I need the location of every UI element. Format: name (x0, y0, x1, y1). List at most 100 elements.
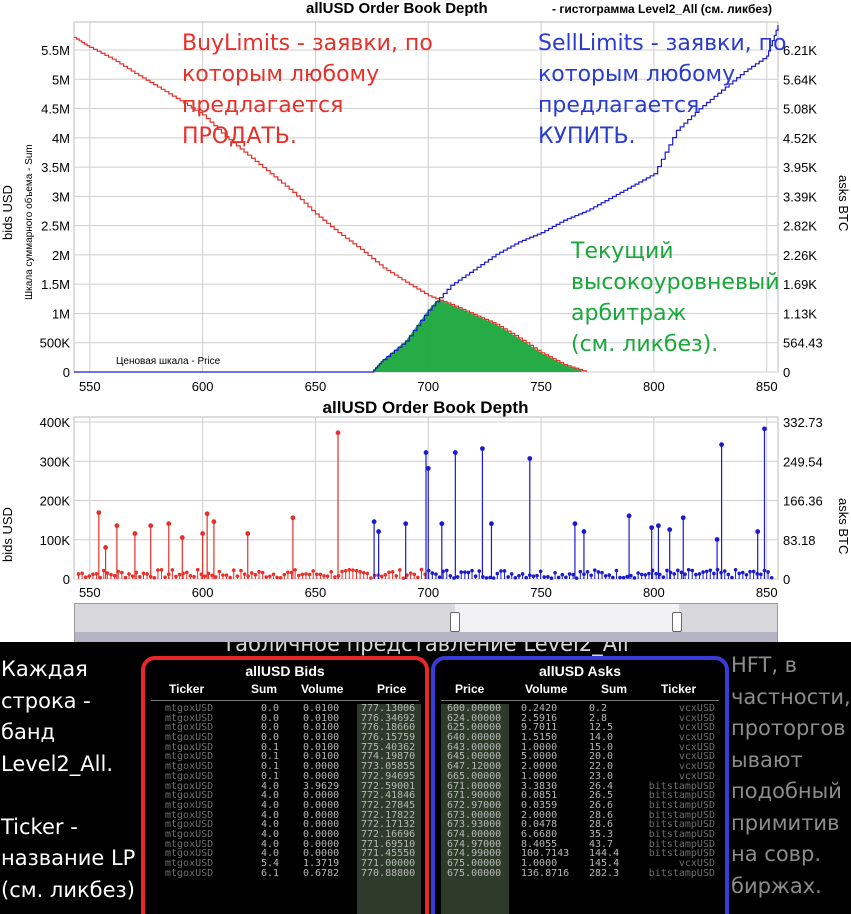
asks-table-row[interactable]: 645.00000 5.0000 20.0 vcxUSD (441, 752, 719, 762)
level-noise-dot (343, 568, 348, 573)
level-noise-dot (701, 570, 705, 574)
ask-level-point (527, 456, 533, 461)
asks-table-row[interactable]: 625.00000 9.7011 12.5 vcxUSD (441, 723, 719, 733)
bid-level-point (245, 531, 251, 536)
level-noise-dot (105, 571, 110, 575)
asks-cell-ticker: vcxUSD (678, 751, 715, 763)
bids-table-row[interactable]: mtgoxUSD 0.0 0.0100 777.13006 (151, 704, 419, 714)
level-noise-dot (639, 572, 644, 577)
asks-table-row[interactable]: 674.99000 100.7143 144.4 bitstampUSD (441, 849, 719, 859)
level-noise-dot (188, 573, 193, 578)
asks-cell-volume: 3.3830 (521, 780, 558, 792)
bottom-x-tick-label: 700 (417, 585, 439, 600)
ask-level-point (656, 523, 661, 529)
bids-table-row[interactable]: mtgoxUSD 4.0 0.0000 772.27845 (151, 800, 419, 811)
bids-table-row[interactable]: mtgoxUSD 0.0 0.0100 776.15759 (151, 733, 419, 743)
asks-cell-sum: 26.5 (589, 790, 614, 802)
bids-cell-ticker: mtgoxUSD (165, 712, 214, 724)
bids-cell-price: 773.05855 (361, 761, 416, 773)
bids-table-row[interactable]: mtgoxUSD 4.0 0.0000 771.69510 (151, 839, 419, 850)
navigator-left-handle[interactable] (450, 612, 460, 632)
asks-table-row[interactable]: 665.00000 1.0000 23.0 vcxUSD (441, 771, 719, 782)
top-y-tick-label-left: 1M (52, 306, 70, 321)
level-noise-dot (231, 568, 236, 572)
asks-header-price[interactable]: Price (455, 682, 485, 696)
asks-table-row[interactable]: 672.97000 0.0359 26.6 bitstampUSD (441, 799, 719, 811)
asks-table-row[interactable]: 674.00000 6.6680 35.3 bitstampUSD (441, 828, 719, 840)
top-y-tick-label-left: 500K (40, 336, 71, 351)
level-noise-dot (120, 570, 124, 575)
asks-header-volume[interactable]: Volume (525, 682, 568, 696)
bids-table-row[interactable]: mtgoxUSD 4.0 0.0000 771.45550 (151, 849, 419, 859)
bids-table-row[interactable]: mtgoxUSD 0.1 0.0000 773.05855 (151, 762, 419, 772)
asks-cell-price: 625.00000 (447, 722, 502, 734)
top-y-tick-label-right: 3.95K (783, 160, 817, 175)
navigator-right-handle[interactable] (672, 612, 682, 632)
level-noise-dot (253, 572, 258, 577)
bids-cell-price: 771.00000 (361, 858, 416, 869)
bids-cell-price: 774.19870 (361, 751, 416, 763)
level-noise-dot (759, 572, 763, 577)
asks-table-row[interactable]: 640.00000 1.5150 14.0 vcxUSD (441, 733, 719, 743)
bids-table-row[interactable]: mtgoxUSD 4.0 0.0000 772.17132 (151, 820, 419, 830)
asks-cell-sum: 43.7 (589, 838, 614, 850)
bids-table-row[interactable]: mtgoxUSD 0.1 0.0100 775.40362 (151, 742, 419, 753)
ask-level-point (572, 521, 578, 527)
top-y-tick-label-left: 1.5M (41, 277, 70, 292)
bids-table-row[interactable]: mtgoxUSD 5.4 1.3719 771.00000 (151, 859, 419, 869)
asks-cell-price: 675.00000 (447, 867, 502, 879)
level-noise-dot (127, 572, 131, 576)
asks-rows: 600.00000 0.2420 0.2 vcxUSD 624.00000 2.5916 2… (441, 704, 719, 879)
bids-table-row[interactable]: mtgoxUSD 0.1 0.0100 774.19870 (151, 752, 419, 762)
asks-cell-volume: 2.5916 (521, 712, 558, 724)
asks-table-row[interactable]: 673.93000 0.0478 28.6 bitstampUSD (441, 820, 719, 830)
bids-table-row[interactable]: mtgoxUSD 0.0 0.0100 776.18660 (151, 723, 419, 733)
bids-table-row[interactable]: mtgoxUSD 4.0 0.0000 772.16696 (151, 829, 419, 840)
bids-table-row[interactable]: mtgoxUSD 0.0 0.0100 776.34692 (151, 712, 419, 724)
bids-table-row[interactable]: mtgoxUSD 4.0 0.0000 772.17822 (151, 810, 419, 821)
bottom-chart-title: allUSD Order Book Depth (322, 398, 529, 417)
asks-table-row[interactable]: 675.00000 136.8716 282.3 bitstampUSD (441, 867, 719, 879)
asks-cell-ticker: bitstampUSD (648, 780, 715, 792)
bids-table-title: allUSD Bids (245, 663, 325, 679)
bids-table-row[interactable]: mtgoxUSD 4.0 0.0000 772.41846 (151, 791, 419, 801)
asks-table-row[interactable]: 671.00000 3.3830 26.4 bitstampUSD (441, 780, 719, 792)
bids-table-row[interactable]: mtgoxUSD 4.0 3.9629 772.59001 (151, 781, 419, 792)
level-noise-dot (278, 575, 283, 580)
asks-table-row[interactable]: 600.00000 0.2420 0.2 vcxUSD (441, 704, 719, 714)
bids-header-ticker[interactable]: Ticker (169, 682, 205, 696)
asks-table-row[interactable]: 674.97000 8.4055 43.7 bitstampUSD (441, 838, 719, 850)
bids-header-sum[interactable]: Sum (251, 682, 278, 696)
level-noise-dot (369, 576, 373, 580)
bids-header-price[interactable]: Price (377, 682, 407, 696)
asks-table-row[interactable]: 673.00000 2.0000 28.6 bitstampUSD (441, 809, 719, 821)
level-noise-dot (408, 571, 413, 575)
level-noise-dot (170, 568, 175, 572)
asks-table-row[interactable]: 643.00000 1.0000 15.0 vcxUSD (441, 742, 719, 753)
level-noise-dot (358, 569, 362, 574)
level-noise-dot (546, 574, 550, 579)
level-noise-dot (676, 568, 680, 573)
bids-table-row[interactable]: mtgoxUSD 6.1 0.6782 770.88800 (151, 868, 419, 879)
bids-table-row[interactable]: mtgoxUSD 0.1 0.0000 772.94695 (151, 771, 419, 782)
asks-cell-volume: 0.0359 (521, 799, 558, 811)
bottom-left-axis-label: bids USD (0, 507, 15, 562)
asks-table-row[interactable]: 671.90000 0.0851 26.5 bitstampUSD (441, 791, 719, 801)
level-noise-dot (459, 570, 464, 574)
asks-header-ticker[interactable]: Ticker (661, 682, 697, 696)
asks-table-row[interactable]: 647.12000 2.0000 22.0 vcxUSD (441, 762, 719, 772)
bids-header-volume[interactable]: Volume (301, 682, 344, 696)
asks-cell-volume: 2.0000 (521, 761, 558, 773)
asks-cell-volume: 6.6680 (521, 828, 558, 840)
top-y-tick-label-left: 5.5M (41, 43, 70, 58)
asks-cell-ticker: vcxUSD (678, 722, 715, 734)
asks-table-row[interactable]: 675.00000 1.0000 145.4 vcxUSD (441, 859, 719, 869)
range-navigator[interactable] (74, 603, 778, 643)
level-noise-dot (741, 570, 745, 575)
level-noise-dot (250, 571, 254, 575)
bids-cell-ticker: mtgoxUSD (165, 858, 214, 869)
asks-cell-volume: 2.0000 (521, 809, 558, 821)
asks-header-sum[interactable]: Sum (601, 682, 628, 696)
bids-cell-volume: 0.0000 (303, 848, 340, 860)
asks-table-row[interactable]: 624.00000 2.5916 2.8 vcxUSD (441, 712, 719, 724)
